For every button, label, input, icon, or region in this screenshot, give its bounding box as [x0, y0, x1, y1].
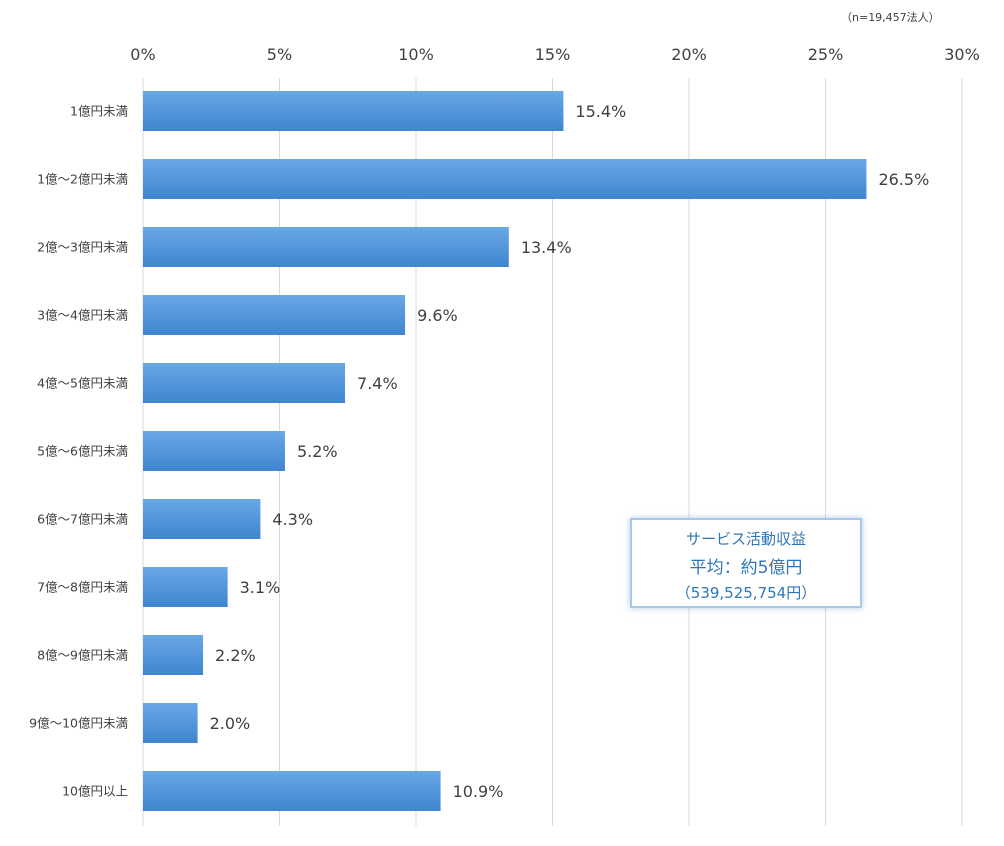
- value-label: 9.6%: [417, 306, 458, 325]
- value-labels: 15.4% 26.5% 13.4% 9.6% 7.4% 5.2% 4.3% 3.1% 2.2% 2…: [210, 102, 930, 801]
- value-label: 26.5%: [878, 170, 929, 189]
- bar: [143, 295, 406, 335]
- category-label: 8億～9億円未満: [37, 648, 128, 663]
- callout-average: 平均：約5億円: [689, 558, 803, 578]
- x-axis-ticks: 0% 5% 10% 15% 20% 25% 30%: [130, 45, 979, 64]
- category-label: 9億～10億円未満: [29, 716, 128, 731]
- bar: [143, 363, 346, 403]
- x-tick-label: 20%: [671, 45, 707, 64]
- value-label: 5.2%: [297, 442, 338, 461]
- bar: [143, 431, 285, 471]
- callout-title: サービス活動収益: [685, 530, 806, 548]
- bar: [143, 703, 198, 743]
- category-label: 1億円未満: [70, 104, 128, 119]
- value-label: 4.3%: [272, 510, 313, 529]
- bar: [143, 635, 204, 675]
- category-label: 4億～5億円未満: [37, 376, 128, 391]
- bar: [143, 567, 228, 607]
- bar: [143, 159, 867, 199]
- value-label: 3.1%: [240, 578, 281, 597]
- category-label: 10億円以上: [62, 784, 128, 799]
- category-label: 6億～7億円未満: [37, 512, 128, 527]
- bar: [143, 227, 509, 267]
- value-label: 2.0%: [210, 714, 251, 733]
- x-tick-label: 30%: [944, 45, 980, 64]
- x-tick-label: 10%: [398, 45, 434, 64]
- bar: [143, 771, 441, 811]
- callout-exact-value: （539,525,754円）: [675, 584, 817, 602]
- category-label: 5億～6億円未満: [37, 444, 128, 459]
- bar: [143, 91, 564, 131]
- category-label: 1億～2億円未満: [37, 172, 128, 187]
- x-tick-label: 5%: [267, 45, 292, 64]
- category-label: 2億～3億円未満: [37, 240, 128, 255]
- category-label: 7億～8億円未満: [37, 580, 128, 595]
- x-tick-label: 25%: [808, 45, 844, 64]
- value-label: 13.4%: [521, 238, 572, 257]
- value-label: 2.2%: [215, 646, 256, 665]
- value-label: 15.4%: [575, 102, 626, 121]
- value-label: 7.4%: [357, 374, 398, 393]
- category-label: 3億～4億円未満: [37, 308, 128, 323]
- bars: [143, 91, 867, 811]
- value-label: 10.9%: [453, 782, 504, 801]
- x-tick-label: 0%: [130, 45, 155, 64]
- category-labels: 1億円未満 1億～2億円未満 2億～3億円未満 3億～4億円未満 4億～5億円未満 5億～…: [29, 104, 128, 799]
- average-callout-box: サービス活動収益 平均：約5億円 （539,525,754円）: [630, 518, 862, 608]
- sample-size-note: （n=19,457法人）: [841, 11, 940, 24]
- x-tick-label: 15%: [535, 45, 571, 64]
- bar: [143, 499, 261, 539]
